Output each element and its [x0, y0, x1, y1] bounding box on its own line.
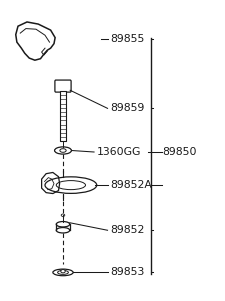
Ellipse shape	[60, 149, 66, 152]
Bar	[60, 91, 66, 141]
Text: 89853: 89853	[110, 267, 145, 278]
Ellipse shape	[53, 269, 73, 276]
Ellipse shape	[61, 214, 65, 216]
Text: 89852: 89852	[110, 225, 145, 235]
Ellipse shape	[61, 270, 65, 273]
Text: 89852A: 89852A	[110, 180, 152, 190]
Text: 89855: 89855	[110, 34, 145, 44]
Ellipse shape	[56, 228, 70, 233]
Text: 89859: 89859	[110, 103, 145, 113]
FancyBboxPatch shape	[55, 80, 71, 92]
Ellipse shape	[55, 147, 72, 154]
Ellipse shape	[56, 222, 70, 227]
Text: 1360GG: 1360GG	[97, 147, 141, 157]
Ellipse shape	[45, 177, 97, 193]
Text: 89850: 89850	[162, 147, 197, 157]
Ellipse shape	[56, 181, 86, 190]
Ellipse shape	[58, 270, 68, 275]
